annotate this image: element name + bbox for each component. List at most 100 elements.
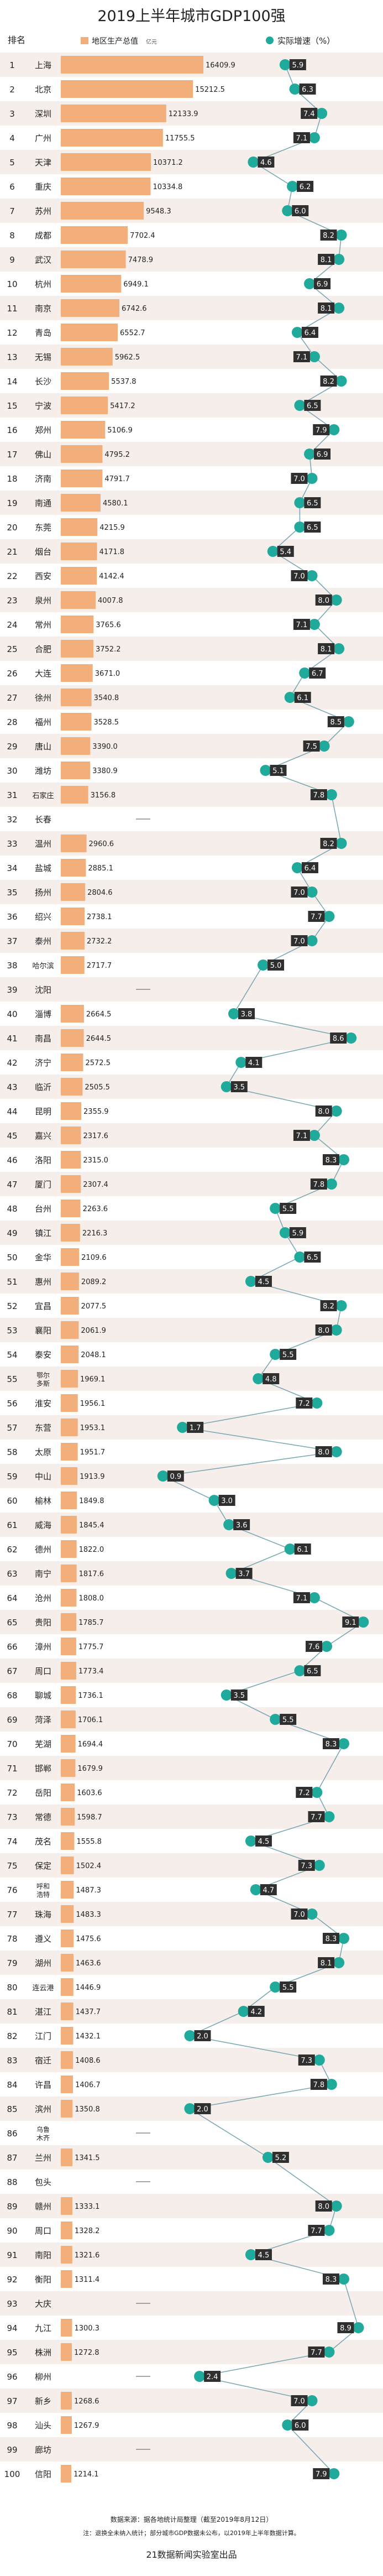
gdp-bar [61, 932, 85, 950]
city-label: 威海 [35, 1520, 51, 1530]
growth-value-label: 8.3 [326, 1156, 337, 1165]
growth-value-label: 4.8 [265, 1375, 277, 1384]
growth-value-label: 7.4 [303, 110, 315, 118]
growth-value-label: 6.5 [307, 402, 318, 410]
growth-point [311, 1397, 323, 1409]
city-label: 昆明 [35, 1107, 51, 1117]
gdp-value-label: 1679.9 [77, 1765, 103, 1773]
rank-label: 77 [7, 1910, 17, 1920]
rank-label: 20 [7, 523, 17, 533]
city-label: 济宁 [35, 1058, 51, 1068]
rank-label: 1 [9, 60, 15, 70]
gdp-bar [61, 2465, 72, 2483]
row-stripe [0, 1878, 383, 1902]
gdp-value-label: 2732.2 [87, 937, 112, 946]
rank-label: 38 [7, 961, 17, 971]
growth-label-box [270, 765, 287, 776]
city-label: 杭州 [35, 279, 51, 289]
growth-value-label: 5.1 [272, 767, 284, 775]
growth-value-label: 3.7 [238, 1570, 250, 1578]
growth-point [248, 157, 259, 168]
growth-point [270, 1714, 281, 1725]
gdp-bar [61, 470, 103, 487]
city-label: 漳州 [35, 1642, 51, 1652]
city-label: 淮安 [35, 1399, 51, 1409]
growth-point [289, 84, 301, 95]
growth-value-label: 4.5 [258, 2251, 270, 2260]
row-stripe [0, 2413, 383, 2437]
gdp-bar [61, 640, 93, 658]
gdp-bar [61, 1492, 77, 1509]
gdp-bar [61, 1832, 75, 1850]
growth-label-box [310, 789, 327, 800]
gdp-bar [61, 1662, 76, 1680]
city-label: 长沙 [35, 377, 51, 387]
growth-value-label: 8.0 [318, 1108, 329, 1116]
row-stripe [0, 1513, 383, 1537]
growth-point [250, 1884, 261, 1895]
growth-value-label: 7.8 [313, 2081, 324, 2089]
growth-point [330, 1106, 342, 1117]
growth-label-box [255, 2249, 272, 2260]
credit-note: 21数据新闻实验室出品 [146, 2549, 237, 2560]
city-label: 盐城 [35, 863, 51, 873]
gdp-bar [61, 421, 106, 439]
gdp-value-label: 1267.9 [74, 2422, 99, 2430]
gdp-bar [61, 1930, 74, 1947]
city-label: 木齐 [36, 2134, 50, 2142]
rank-label: 62 [7, 1545, 17, 1555]
gdp-bar [61, 1711, 76, 1728]
growth-label-box [304, 400, 321, 411]
gdp-legend-swatch [81, 37, 88, 44]
growth-point [258, 960, 269, 971]
gdp-value-label: 1321.6 [75, 2251, 100, 2260]
growth-value-label: 0.9 [170, 1473, 181, 1481]
city-label: 南阳 [35, 2250, 51, 2260]
gdp-value-label: 1328.2 [75, 2227, 100, 2235]
growth-point [338, 2273, 349, 2285]
row-stripe [0, 1999, 383, 2024]
city-label: 宁波 [35, 401, 51, 411]
city-label: 哈尔滨 [32, 962, 54, 971]
city-label: 天津 [35, 158, 51, 168]
city-label: 泰安 [35, 1350, 51, 1360]
growth-value-label: 3.0 [221, 1497, 233, 1505]
growth-label-box [315, 1324, 332, 1336]
growth-point [294, 497, 306, 508]
rank-label: 67 [7, 1666, 17, 1676]
rank-label: 6 [9, 182, 15, 192]
rank-label: 64 [7, 1593, 17, 1603]
gdp-value-label: 1785.7 [78, 1619, 104, 1627]
gdp-bar [61, 1565, 77, 1582]
growth-label-box [322, 1933, 339, 1944]
row-stripe [0, 2145, 383, 2170]
growth-value-label: 8.0 [318, 597, 329, 605]
gdp-value-label: 3765.6 [96, 621, 121, 629]
rank-label: 51 [7, 1277, 17, 1287]
growth-value-label: 2.0 [197, 2105, 208, 2114]
gdp-value-label: 1446.9 [76, 1984, 101, 1992]
growth-point [338, 1154, 349, 1165]
growth-label-box [318, 303, 335, 314]
gdp-bar [61, 543, 97, 560]
gdp-value-label: 1502.4 [76, 1862, 102, 1870]
growth-label-box [308, 1811, 325, 1822]
city-label: 厦门 [35, 1180, 51, 1190]
growth-value-label: 8.3 [326, 1935, 337, 1943]
rank-label: 90 [7, 2226, 17, 2236]
city-label: 北京 [35, 85, 51, 95]
rank-label: 39 [7, 985, 17, 995]
growth-value-label: 3.6 [236, 1521, 248, 1530]
gdp-bar [61, 1857, 74, 1874]
growth-label-box [304, 522, 321, 533]
rank-label: 58 [7, 1447, 17, 1457]
growth-label-box [313, 424, 330, 435]
gdp-value-label: 2885.1 [88, 864, 113, 873]
growth-point [304, 278, 316, 289]
growth-point [291, 327, 303, 338]
growth-label-box [277, 546, 294, 557]
gdp-value-label: 1483.3 [76, 1911, 101, 1919]
growth-label-box [322, 1738, 339, 1749]
city-label: 湖州 [35, 1958, 51, 1968]
city-label: 信阳 [35, 2469, 51, 2479]
